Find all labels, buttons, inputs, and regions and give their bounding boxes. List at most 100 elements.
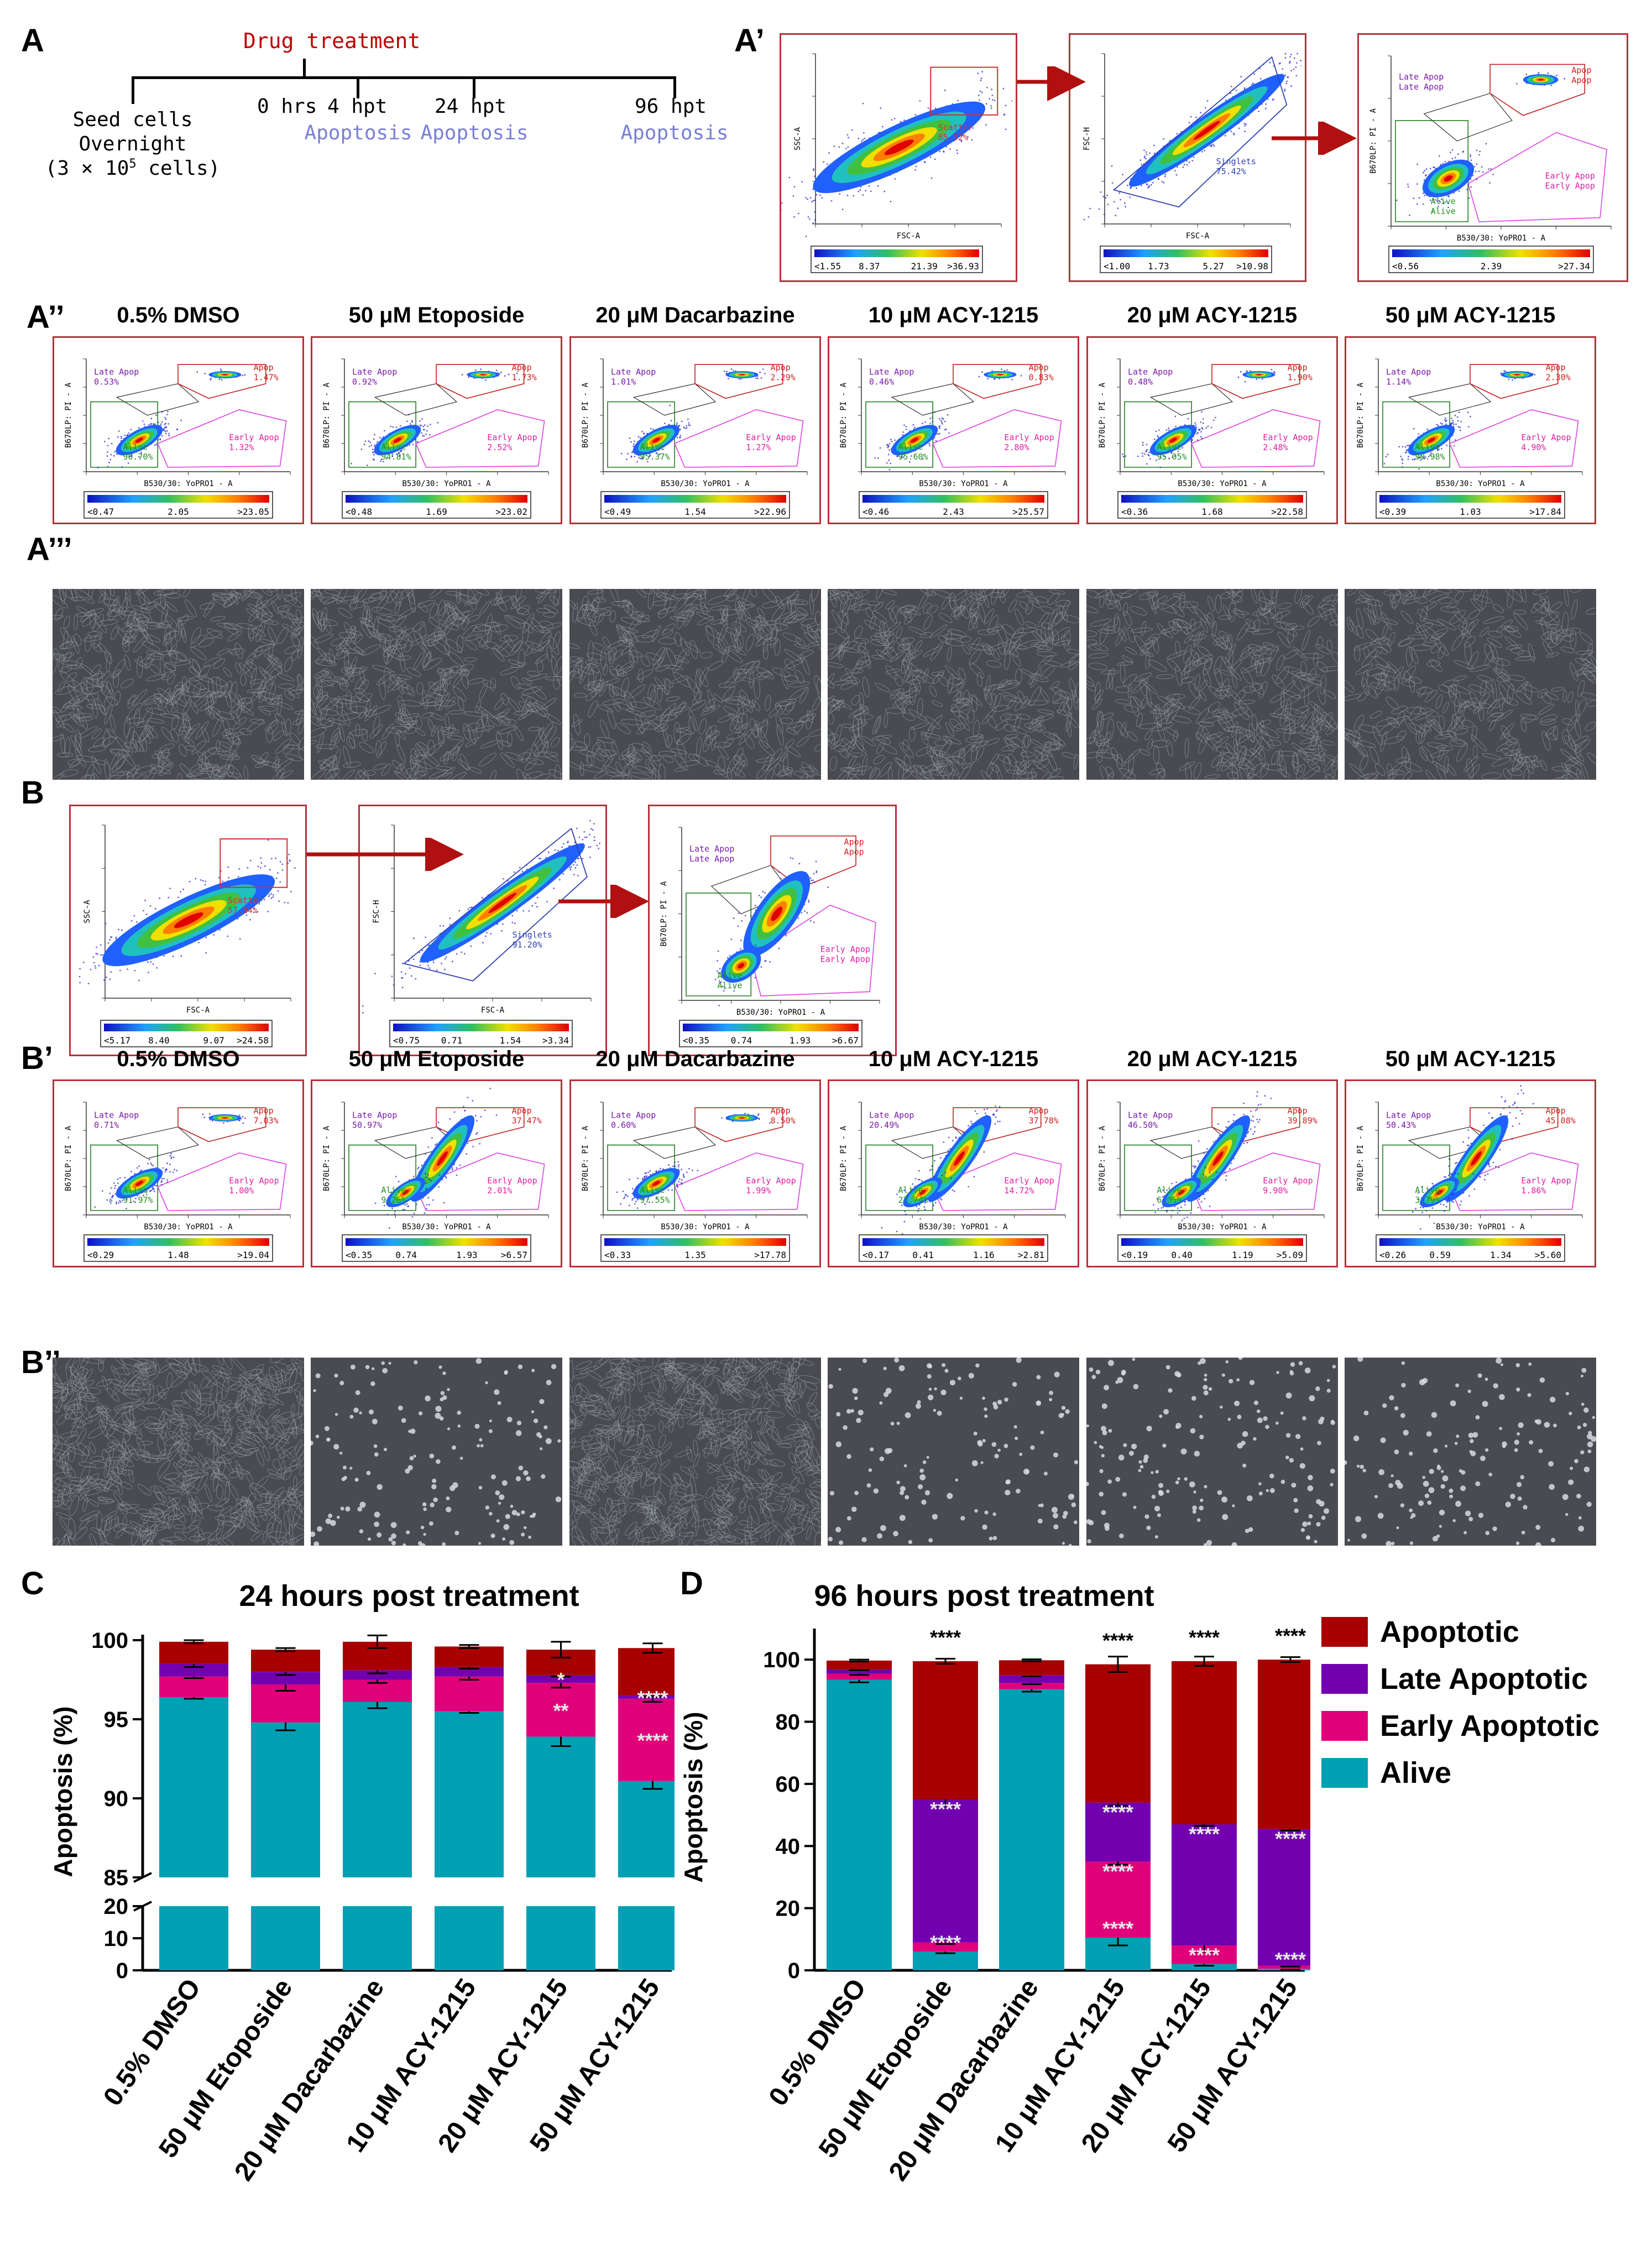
row-a2-title-5: 50 μM ACY-1215 [1385, 303, 1556, 327]
row-a2-plot-0-scale-label: <0.47 [87, 507, 114, 517]
row-b1-plot-5-scale-label: 0.59 [1429, 1250, 1451, 1260]
row-a2-plot-5-alive-label: Alive [1415, 442, 1440, 452]
row-b1-plot-1: B670LP: PI - A B530/30: YoPRO1 - A Late Ap… [311, 1079, 562, 1267]
row-b2-image-2 [569, 1358, 821, 1546]
row-a2-plot-4-late-value: 0.48% [1128, 377, 1153, 387]
row-b1-plot-2-early-value: 1.99% [746, 1186, 771, 1196]
row-b1-plot-2-alive-label: Alive [640, 1185, 665, 1195]
chart-d-annotation-12: **** [1275, 1948, 1306, 1971]
legend-alive: Alive [1321, 1756, 1451, 1790]
legend-swatch-early [1321, 1711, 1368, 1741]
chart-c-bar-apoptotic-1 [251, 1650, 320, 1672]
seed-overnight-label: Overnight [79, 133, 187, 155]
gating-b-apoptosis-plot: B670LP: PI - A B530/30: YoPRO1 - A Late Ap… [648, 805, 897, 1056]
chart-d-annotation-6: **** [1102, 1917, 1133, 1940]
chart-d-annotation-3: **** [1102, 1629, 1133, 1652]
chart-c-bar-early-apoptotic-4 [526, 1683, 595, 1737]
gating-a-singlets-plot-scale-bar [1104, 249, 1268, 257]
row-b1-plot-5-late-value: 50.43% [1386, 1120, 1416, 1130]
row-b1-plot-3-early-label: Early Apop [1004, 1176, 1054, 1186]
chart-d-bar-late-apoptotic-3 [1085, 1802, 1151, 1862]
row-a2-title-3: 10 μM ACY-1215 [868, 303, 1039, 327]
chart-c-ytick-lower: 10 [104, 1927, 129, 1951]
panel-label-a: A [21, 23, 44, 59]
gating-b-apoptosis-plot-y-label: B670LP: PI - A [660, 881, 668, 947]
row-a2-plot-1-early-label: Early Apop [487, 432, 537, 442]
gating-b-scatter-plot-scale-bar [104, 1024, 269, 1031]
row-b1-plot-1-apop-value: 37.47% [512, 1115, 542, 1125]
row-a2-plot-3-early-label: Early Apop [1004, 432, 1054, 442]
chart-c-bar-alive-5 [618, 1781, 675, 1877]
chart-c-ytick-lower: 0 [116, 1959, 128, 1983]
row-a2-title-1: 50 μM Etoposide [348, 303, 525, 327]
row-b1-plot-4-y-label: B670LP: PI - A [1098, 1125, 1107, 1191]
row-b1-plot-5-scale-label: 1.34 [1490, 1250, 1512, 1260]
row-a2-plot-1-early-value: 2.52% [487, 442, 512, 452]
row-a2-plot-5-x-label: B530/30: YoPRO1 - A [1436, 479, 1525, 488]
row-a2-plot-2-late-value: 1.01% [611, 377, 636, 387]
row-b1-plot-2-early-label: Early Apop [746, 1176, 796, 1186]
row-b1-plot-0-alive-label: Alive [123, 1185, 148, 1195]
chart-c-bar-apoptotic-5 [618, 1648, 675, 1696]
chart-c-bar-alive-4 [526, 1736, 595, 1877]
row-a2-plot-5-apop-label: Apop [1546, 362, 1566, 372]
gating-a-scatter-plot-scale-label: <1.55 [814, 261, 841, 272]
row-b1-plot-0-x-label: B530/30: YoPRO1 - A [144, 1223, 233, 1232]
row-b1-plot-2-alive-value: 97.55% [640, 1195, 670, 1205]
row-b1-plot-4-scale-label: <0.19 [1121, 1250, 1148, 1260]
row-a2-plot-3-scale-label: >25.57 [1012, 507, 1044, 517]
row-b1-plot-0-late-value: 0.71% [94, 1120, 119, 1130]
gating-b-scatter-plot-scale-label: 8.40 [148, 1035, 170, 1046]
row-a2-plot-1-y-label: B670LP: PI - A [322, 382, 331, 448]
legend-swatch-apoptotic [1321, 1617, 1368, 1647]
row-a2-plot-1-scale-label: <0.48 [346, 507, 372, 517]
row-a2-plot-2-apop-value: 2.29% [771, 372, 796, 382]
gating-b-apoptosis-plot-apop-value: Apop [844, 847, 864, 857]
row-a2-plot-0-scale-label: 2.05 [168, 507, 189, 517]
row-b1-title-1: 50 μM Etoposide [348, 1047, 525, 1071]
row-a2-plot-0-scale-bar [87, 495, 269, 503]
row-b1-title-5: 50 μM ACY-1215 [1385, 1047, 1556, 1071]
chart-c-ytick-lower: 20 [104, 1895, 129, 1919]
gating-b-apoptosis-plot-late-label: Late Apop [689, 844, 734, 854]
chart-c-annotation-2: **** [637, 1687, 668, 1709]
row-a2-title-2: 20 μM Dacarbazine [595, 303, 795, 327]
gating-b-apoptosis-plot-scale-label: 0.74 [731, 1035, 752, 1046]
time-0-label: 0 hrs [257, 95, 317, 118]
apoptosis-4-label: Apoptosis [304, 122, 412, 144]
gating-b-singlets-plot-scale-label: >3.34 [542, 1035, 569, 1046]
row-a2-plot-3: B670LP: PI - A B530/30: YoPRO1 - A Late Ap… [828, 336, 1079, 524]
row-b1-plot-5-early-value: 1.86% [1521, 1186, 1546, 1196]
row-b1-plot-0-apop-value: 7.03% [254, 1115, 279, 1125]
gating-a-scatter-plot-scale-label: 21.39 [911, 261, 938, 272]
row-a2-plot-1-scale-bar [346, 495, 527, 503]
chart-d-bar-early-apoptotic-0 [827, 1673, 892, 1680]
row-a2-plot-2-alive-value: 95.37% [640, 452, 670, 462]
row-b1-plot-3-alive-value: 27.74% [898, 1195, 928, 1205]
row-b1-plot-1-x-label: B530/30: YoPRO1 - A [402, 1223, 491, 1232]
chart-d-ytick: 80 [776, 1710, 801, 1735]
row-a2-plot-5-scale-label: <0.39 [1379, 507, 1406, 517]
timeline-tick-24 [473, 76, 475, 98]
legend-swatch-late [1321, 1664, 1368, 1694]
row-b1-plot-2-scale-label: 1.35 [684, 1250, 706, 1260]
chart-c-bar-lower-2 [343, 1906, 412, 1970]
chart-d-ytick: 0 [788, 1959, 800, 1983]
gating-b-apoptosis-plot-alive-value: Alive [717, 980, 742, 990]
row-a2-plot-2-scale-label: <0.49 [604, 507, 631, 517]
gating-b-scatter-plot-scale-label: >24.58 [237, 1035, 269, 1046]
chart-d-ytick: 40 [776, 1834, 801, 1859]
row-b1-plot-2-x-label: B530/30: YoPRO1 - A [661, 1223, 750, 1232]
row-b1-plot-5-alive-value: 3.79% [1415, 1195, 1440, 1205]
row-b1-title-3: 10 μM ACY-1215 [868, 1047, 1039, 1071]
gating-a-scatter-plot-gate-label: Scatter [938, 123, 973, 133]
row-a2-plot-5-apop-value: 2.30% [1546, 372, 1571, 382]
chart-c-bar-late-apoptotic-0 [159, 1663, 228, 1677]
row-b1-plot-1-scale-label: >6.57 [501, 1250, 527, 1260]
row-b1-plot-0-late-label: Late Apop [94, 1110, 139, 1120]
timeline-tick-seed [132, 76, 134, 104]
timeline-axis [132, 76, 676, 79]
legend-swatch-alive [1321, 1758, 1368, 1788]
row-a2-plot-3-x-label: B530/30: YoPRO1 - A [919, 479, 1008, 488]
row-a2-plot-1-late-value: 0.92% [352, 377, 377, 387]
